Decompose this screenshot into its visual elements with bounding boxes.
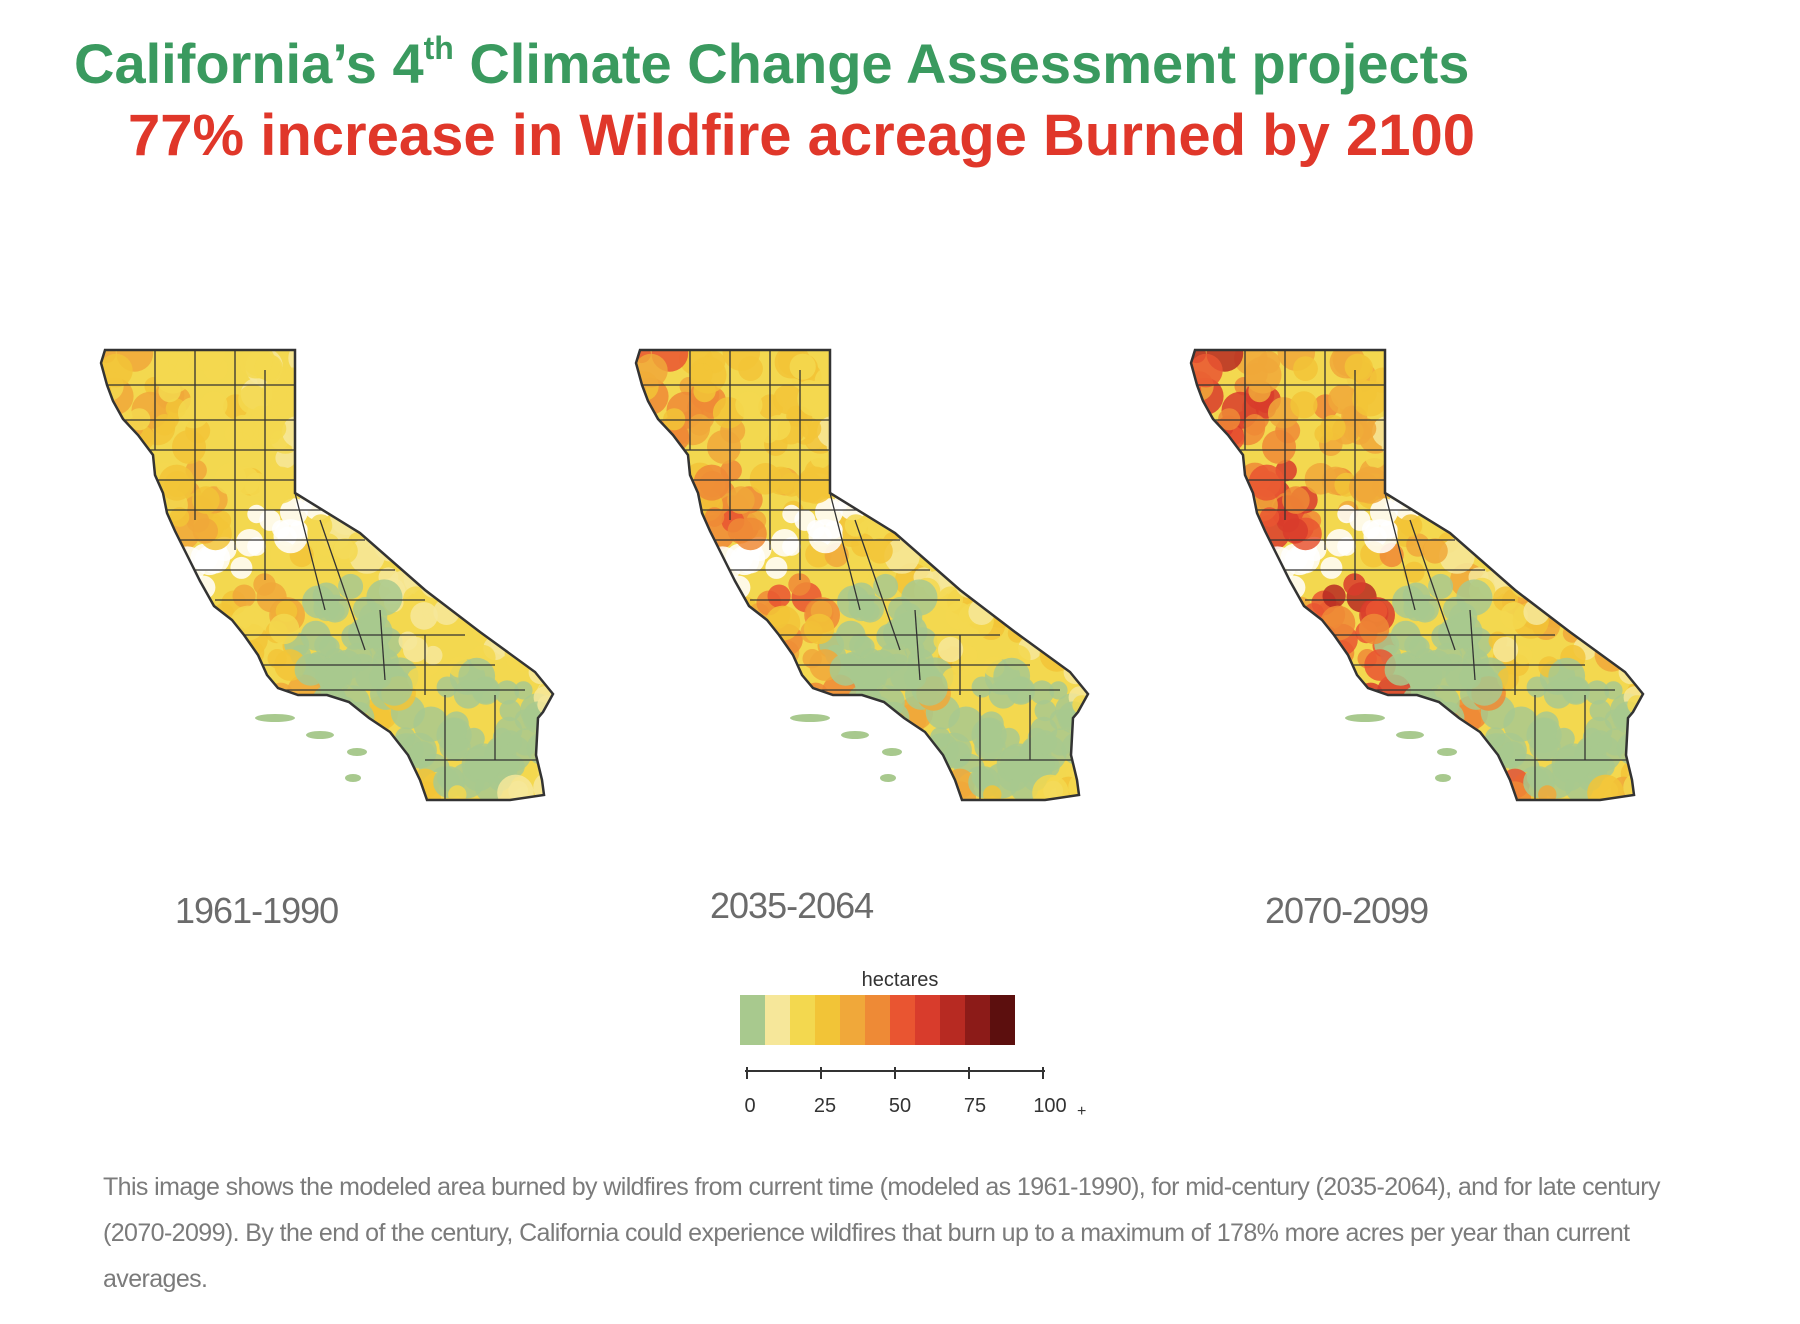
legend-title: hectares	[861, 969, 939, 991]
map-panel-2035-2064: 2035-2064	[630, 348, 1190, 935]
burn-area-cells	[1191, 350, 1643, 800]
map-label-2035-2064: 2035-2064	[710, 885, 874, 926]
channel-islands	[790, 714, 902, 782]
title-line-1-end: Climate Change Assessment projects	[453, 32, 1470, 95]
legend-swatch-7	[915, 995, 940, 1045]
map-panel-2070-2099: 2070-2099	[1185, 348, 1745, 935]
legend-swatch-10	[990, 995, 1015, 1045]
legend-swatch-2	[790, 995, 815, 1045]
legend-tick-100: 100	[1033, 1095, 1067, 1117]
legend-tick-25: 25	[813, 1095, 837, 1117]
legend-swatch-3	[815, 995, 840, 1045]
channel-islands	[255, 714, 367, 782]
burn-area-cells	[101, 350, 553, 800]
state-border	[1189, 348, 1645, 802]
legend-tick-0: 0	[744, 1095, 756, 1117]
burn-area-cells	[636, 350, 1088, 800]
legend-plus-mark: +	[1077, 1103, 1087, 1120]
map-label-2070-2099: 2070-2099	[1265, 890, 1429, 931]
county-borders	[107, 350, 540, 800]
legend-swatch-9	[965, 995, 990, 1045]
california-map-2035-2064	[634, 348, 1090, 802]
title-line-1-start: California’s 4	[74, 32, 424, 95]
legend-swatch-0	[740, 995, 765, 1045]
county-borders	[642, 350, 1075, 800]
state-border	[99, 348, 555, 802]
legend-swatch-8	[940, 995, 965, 1045]
figure-caption: This image shows the modeled area burned…	[103, 1173, 1660, 1293]
county-borders	[1197, 350, 1630, 800]
map-label-1961-1990: 1961-1990	[175, 890, 339, 931]
title-line-1: California’s 4th Climate Change Assessme…	[0, 30, 1800, 96]
legend-axis	[745, 1067, 1045, 1079]
hectares-legend: hectares 0 25 50 75 100 +	[735, 965, 1086, 1120]
legend-swatch-4	[840, 995, 865, 1045]
legend-tick-75: 75	[963, 1095, 987, 1117]
state-border	[634, 348, 1090, 802]
legend-tick-50: 50	[888, 1095, 912, 1117]
legend-swatch-1	[765, 995, 790, 1045]
channel-islands	[1345, 714, 1457, 782]
california-map-2070-2099	[1189, 348, 1645, 802]
title-ordinal-suffix: th	[423, 30, 454, 66]
map-panel-1961-1990: 1961-1990	[95, 348, 655, 935]
legend-color-bar	[740, 995, 1015, 1045]
title-line-2: 77% increase in Wildfire acreage Burned …	[128, 103, 1475, 168]
california-map-1961-1990	[99, 348, 555, 802]
legend-swatch-5	[865, 995, 890, 1045]
legend-swatch-6	[890, 995, 915, 1045]
